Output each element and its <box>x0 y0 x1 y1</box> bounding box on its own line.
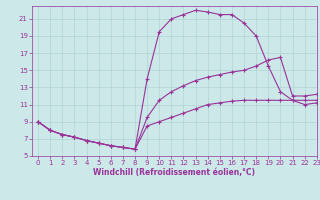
X-axis label: Windchill (Refroidissement éolien,°C): Windchill (Refroidissement éolien,°C) <box>93 168 255 177</box>
